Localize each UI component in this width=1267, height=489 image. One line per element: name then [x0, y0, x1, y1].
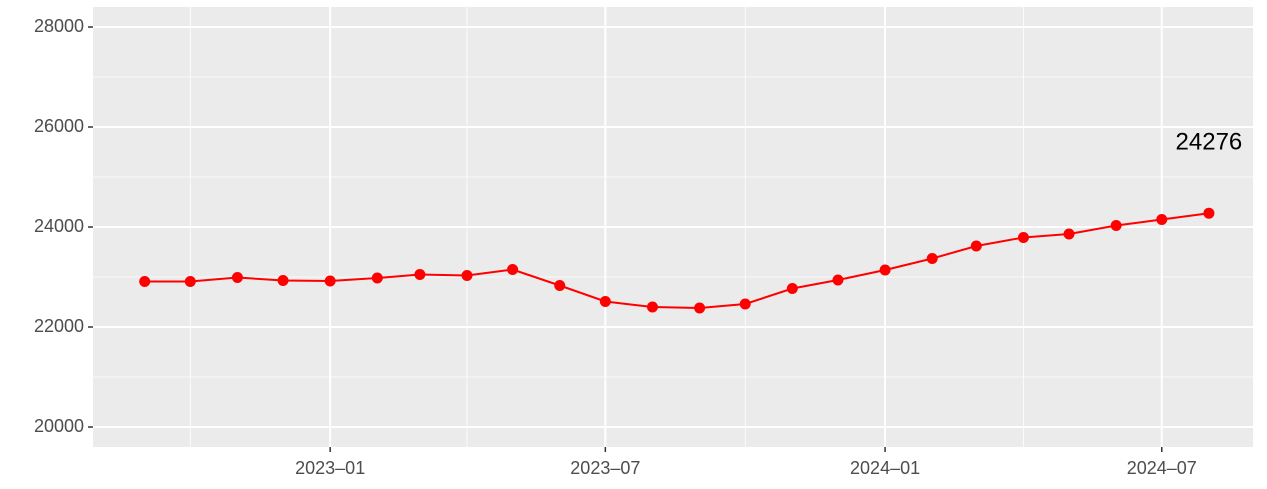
series-line: [144, 212, 1210, 310]
data-point: [324, 275, 336, 287]
data-point: [277, 275, 289, 286]
data-point: [646, 301, 658, 313]
data-point: [926, 253, 938, 264]
data-point: [231, 272, 243, 283]
data-point: [1203, 207, 1215, 219]
data-point: [832, 274, 844, 286]
data-point: [970, 240, 982, 252]
y-tick-label: 22000: [34, 316, 84, 336]
data-point: [139, 276, 151, 287]
data-point: [599, 296, 611, 307]
data-point: [786, 283, 798, 294]
y-tick-label: 24000: [34, 216, 84, 236]
data-point: [371, 272, 383, 284]
y-tick-label: 20000: [34, 416, 84, 436]
y-tick-label: 26000: [34, 116, 84, 136]
data-point: [879, 264, 891, 276]
x-tick-label: 2024–07: [1127, 458, 1197, 478]
x-tick-label: 2023–07: [570, 458, 640, 478]
data-point: [507, 264, 519, 275]
annotation: 24276: [1176, 129, 1243, 156]
data-point: [414, 269, 426, 280]
data-point: [461, 270, 473, 281]
x-tick-label: 2023–01: [295, 458, 365, 478]
data-point: [184, 276, 196, 287]
data-point: [1017, 232, 1029, 243]
data-point: [739, 298, 751, 310]
x-tick-label: 2024–01: [850, 458, 920, 478]
data-point: [1156, 214, 1168, 225]
data-point: [1110, 220, 1122, 231]
data-point: [1063, 228, 1075, 240]
y-tick-label: 28000: [34, 16, 84, 36]
data-point: [694, 302, 706, 314]
data-point: [554, 280, 566, 291]
